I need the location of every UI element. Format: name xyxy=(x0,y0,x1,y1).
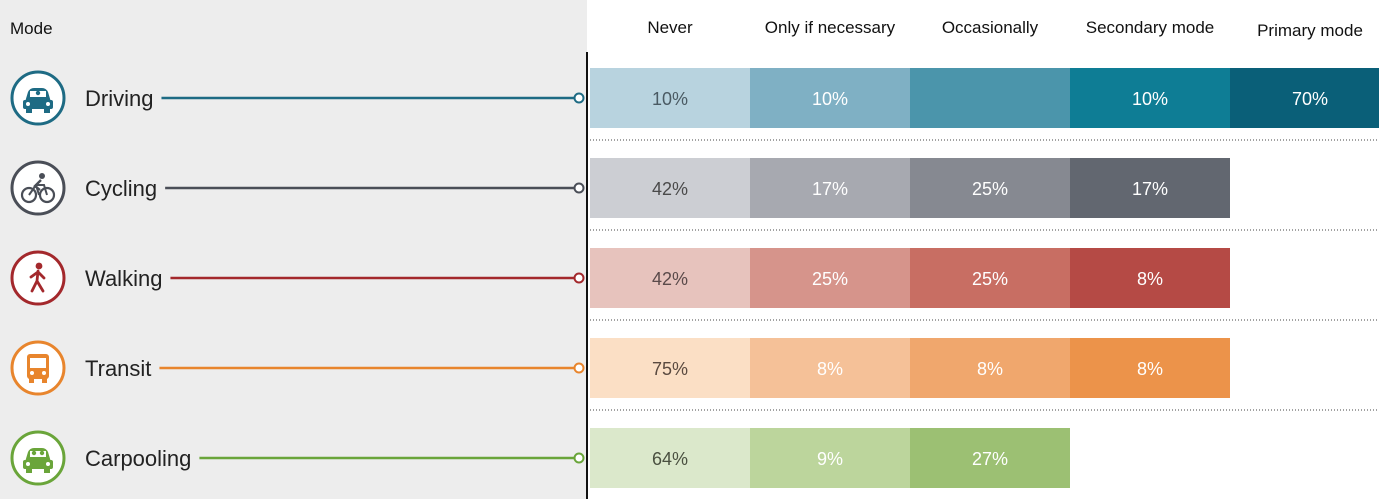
column-headers: Mode Never Only if necessary Occasionally Se… xyxy=(10,18,1363,40)
row-label-transit: Transit xyxy=(85,356,151,381)
data-label-transit-only-if-necessary: 8% xyxy=(817,359,843,379)
row-label-carpooling: Carpooling xyxy=(85,446,191,471)
connector-dot-driving xyxy=(573,92,585,104)
bar-transit-never xyxy=(590,338,750,398)
connector-dot-carpooling xyxy=(573,452,585,464)
column-header-never: Never xyxy=(647,18,693,37)
data-label-driving-only-if-necessary: 10% xyxy=(812,89,848,109)
bar-driving-secondary-mode xyxy=(1070,68,1230,128)
data-label-carpooling-only-if-necessary: 9% xyxy=(817,449,843,469)
carpool-icon xyxy=(10,430,66,486)
bar-carpooling-only-if-necessary xyxy=(750,428,910,488)
bicycle-icon xyxy=(10,160,66,216)
bar-transit-only-if-necessary xyxy=(750,338,910,398)
data-label-driving-secondary-mode: 10% xyxy=(1132,89,1168,109)
chart-rows: Driving 10% 10% 10% 70% Cycling 42% 17% 25% 17% Wa… xyxy=(10,68,1379,488)
bar-cycling-occasionally xyxy=(910,158,1070,218)
data-label-walking-never: 42% xyxy=(652,269,688,289)
data-label-carpooling-occasionally: 27% xyxy=(972,449,1008,469)
data-label-cycling-only-if-necessary: 17% xyxy=(812,179,848,199)
column-header-secondary-mode: Secondary mode xyxy=(1086,18,1215,37)
row-label-driving: Driving xyxy=(85,86,153,111)
row-label-cycling: Cycling xyxy=(85,176,157,201)
row-carpooling: Carpooling 64% 9% 27% xyxy=(10,409,1379,488)
data-label-transit-never: 75% xyxy=(652,359,688,379)
bar-cycling-never xyxy=(590,158,750,218)
bus-icon xyxy=(10,340,66,396)
bar-cycling-only-if-necessary xyxy=(750,158,910,218)
data-label-walking-only-if-necessary: 25% xyxy=(812,269,848,289)
row-walking: Walking 42% 25% 25% 8% xyxy=(10,229,1379,308)
data-label-driving-never: 10% xyxy=(652,89,688,109)
connector-dot-cycling xyxy=(573,182,585,194)
bar-carpooling-never xyxy=(590,428,750,488)
data-label-cycling-never: 42% xyxy=(652,179,688,199)
column-header-occasionally: Occasionally xyxy=(942,18,1039,37)
data-label-transit-secondary-mode: 8% xyxy=(1137,359,1163,379)
bar-driving-primary-mode xyxy=(1230,68,1379,128)
bar-driving-only-if-necessary xyxy=(750,68,910,128)
bar-walking-only-if-necessary xyxy=(750,248,910,308)
bar-walking-never xyxy=(590,248,750,308)
bar-driving-never xyxy=(590,68,750,128)
column-header-only-if-necessary: Only if necessary xyxy=(765,18,896,37)
data-label-cycling-secondary-mode: 17% xyxy=(1132,179,1168,199)
row-driving: Driving 10% 10% 10% 70% xyxy=(10,68,1379,128)
car-icon xyxy=(10,70,66,126)
bar-driving-occasionally xyxy=(910,68,1070,128)
row-label-walking: Walking xyxy=(85,266,162,291)
bar-walking-occasionally xyxy=(910,248,1070,308)
walking-person-icon xyxy=(10,250,66,306)
data-label-walking-occasionally: 25% xyxy=(972,269,1008,289)
row-header-mode: Mode xyxy=(10,19,53,38)
connector-dot-walking xyxy=(573,272,585,284)
row-transit: Transit 75% 8% 8% 8% xyxy=(10,319,1379,398)
data-label-walking-secondary-mode: 8% xyxy=(1137,269,1163,289)
data-label-carpooling-never: 64% xyxy=(652,449,688,469)
bar-transit-secondary-mode xyxy=(1070,338,1230,398)
connector-dot-transit xyxy=(573,362,585,374)
bar-cycling-secondary-mode xyxy=(1070,158,1230,218)
data-label-cycling-occasionally: 25% xyxy=(972,179,1008,199)
row-cycling: Cycling 42% 17% 25% 17% xyxy=(10,139,1379,218)
left-panel-background xyxy=(0,0,587,499)
data-label-transit-occasionally: 8% xyxy=(977,359,1003,379)
data-label-driving-primary-mode: 70% xyxy=(1292,89,1328,109)
bar-walking-secondary-mode xyxy=(1070,248,1230,308)
bar-carpooling-occasionally xyxy=(910,428,1070,488)
bar-transit-occasionally xyxy=(910,338,1070,398)
column-header-primary-mode: Primary mode xyxy=(1257,21,1363,40)
